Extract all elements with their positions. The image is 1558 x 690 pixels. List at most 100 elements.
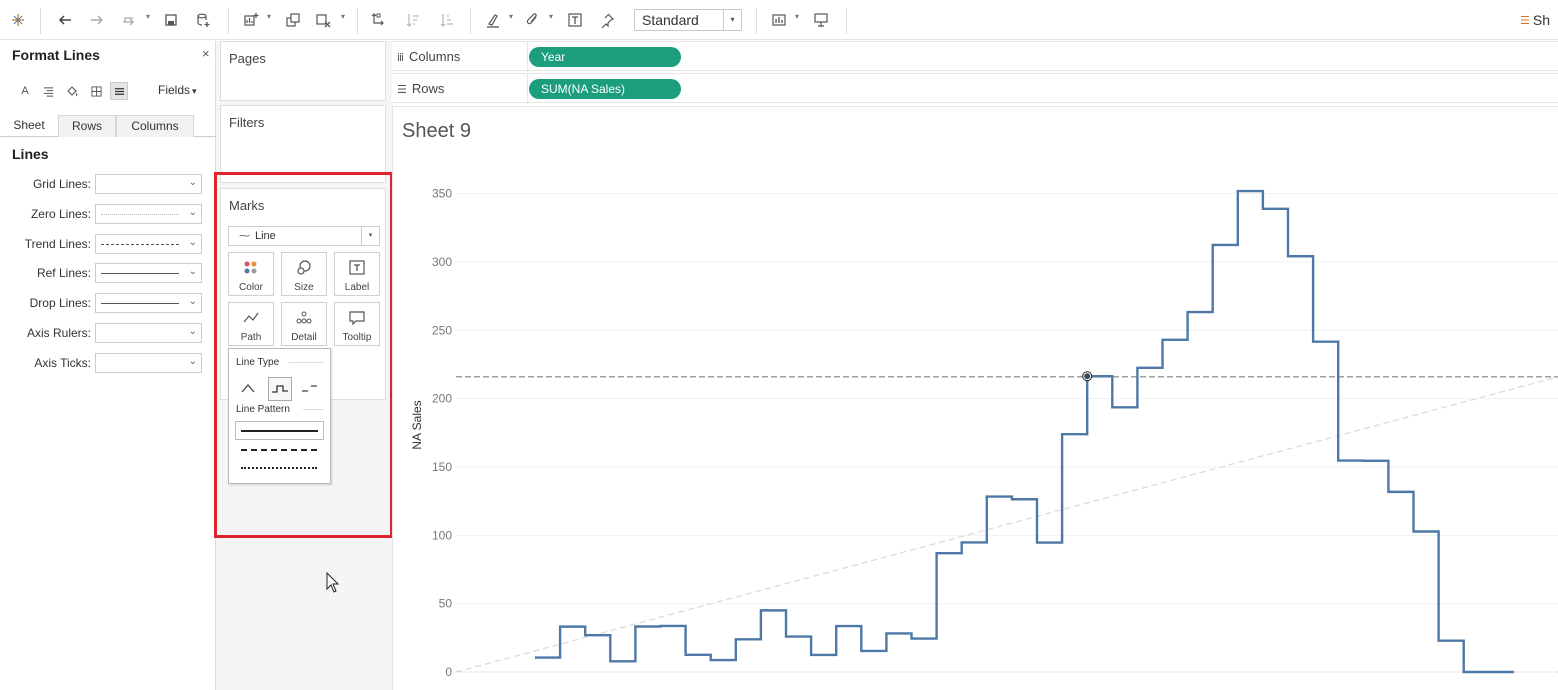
label-icon	[335, 259, 379, 277]
size-button[interactable]: Size	[281, 252, 327, 296]
new-worksheet-dropdown-icon[interactable]: ▾	[267, 12, 272, 21]
tooltip-icon	[335, 309, 379, 327]
fit-standard-dropdown[interactable]: Standard ▾	[634, 9, 742, 31]
show-cards-dropdown-icon[interactable]: ▾	[795, 12, 800, 21]
tab-rows[interactable]: Rows	[58, 115, 116, 137]
format-font-icon[interactable]: A	[21, 85, 29, 97]
chevron-down-icon: ⌄	[188, 266, 197, 278]
mouse-cursor-icon	[326, 571, 340, 597]
y-tick-label: 50	[439, 597, 453, 611]
line-setting-dropdown[interactable]: ⌄	[95, 174, 202, 194]
replay-dropdown-icon[interactable]: ▾	[146, 12, 151, 21]
line-setting-dropdown[interactable]: ⌄	[95, 233, 202, 254]
format-alignment-icon[interactable]	[39, 82, 57, 100]
replay-icon[interactable]	[118, 9, 140, 31]
line-pattern-dotted-option[interactable]	[241, 467, 317, 469]
group-dropdown-icon[interactable]: ▾	[549, 12, 554, 21]
y-axis-label: NA Sales	[410, 400, 424, 449]
color-button[interactable]: Color	[228, 252, 274, 296]
line-pattern-dashed-option[interactable]	[241, 449, 317, 451]
line-setting-dropdown[interactable]: ⌄	[95, 323, 202, 343]
rows-shelf[interactable]: ☰ Rows SUM(NA Sales)	[392, 73, 1558, 104]
chevron-down-icon: ⌄	[188, 206, 197, 218]
rows-shelf-label: ☰ Rows	[397, 81, 444, 96]
y-tick-label: 250	[432, 323, 452, 337]
format-shading-icon[interactable]	[63, 82, 81, 100]
na-sales-series-line[interactable]	[535, 189, 1514, 674]
line-type-normal-icon[interactable]	[238, 379, 260, 399]
path-button[interactable]: Path	[228, 302, 274, 346]
group-members-icon[interactable]	[522, 9, 544, 31]
rows-icon: ☰	[397, 84, 407, 96]
share-button[interactable]: ☰ Sh	[1520, 9, 1558, 31]
tableau-logo-icon[interactable]	[8, 9, 28, 31]
format-pane-title: Format Lines	[12, 47, 100, 63]
chevron-down-icon: ⌄	[188, 355, 197, 367]
filters-card[interactable]: Filters	[220, 105, 386, 183]
chevron-down-icon: ▾	[723, 10, 741, 30]
clear-sheet-icon[interactable]	[312, 9, 334, 31]
save-icon[interactable]	[160, 9, 182, 31]
line-setting-label: Trend Lines:	[24, 236, 91, 251]
new-worksheet-icon[interactable]	[240, 9, 262, 31]
line-pattern-preview	[101, 213, 179, 215]
label-button[interactable]: Label	[334, 252, 380, 296]
new-data-source-icon[interactable]	[192, 9, 214, 31]
highlight-icon[interactable]	[482, 9, 504, 31]
line-setting-label: Ref Lines:	[36, 266, 91, 281]
mark-type-dropdown[interactable]: ⁓ Line ▾	[228, 226, 380, 246]
line-pattern-preview	[101, 273, 179, 275]
close-icon[interactable]: ×	[202, 46, 210, 61]
line-type-jump-icon[interactable]	[299, 379, 321, 399]
label-label: Label	[344, 282, 370, 293]
fix-axes-pin-icon[interactable]	[596, 9, 618, 31]
line-pattern-solid-option[interactable]	[235, 421, 324, 440]
sheet-title: Sheet 9	[402, 120, 471, 142]
fields-dropdown[interactable]: Fields ▾	[158, 83, 197, 97]
y-tick-label: 300	[432, 255, 452, 269]
clear-sheet-dropdown-icon[interactable]: ▾	[341, 12, 346, 21]
chevron-down-icon: ⌄	[188, 236, 197, 248]
tooltip-button[interactable]: Tooltip	[334, 302, 380, 346]
pages-card[interactable]: Pages	[220, 41, 386, 101]
trend-line[interactable]	[455, 376, 1558, 673]
duplicate-sheet-icon[interactable]	[282, 9, 304, 31]
columns-shelf[interactable]: ⅲ Columns Year	[392, 41, 1558, 72]
line-type-step-icon[interactable]	[268, 377, 292, 401]
tab-sheet[interactable]: Sheet	[13, 118, 45, 132]
columns-icon: ⅲ	[397, 52, 405, 64]
detail-button[interactable]: Detail	[281, 302, 327, 346]
presentation-mode-icon[interactable]	[810, 9, 832, 31]
highlight-dropdown-icon[interactable]: ▾	[509, 12, 514, 21]
step-line-chart[interactable]: 0 50 100 150 200 250 300 350 NA Sales	[393, 160, 1558, 690]
line-setting-dropdown[interactable]: ⌄	[95, 203, 202, 224]
na-sales-pill[interactable]: SUM(NA Sales)	[529, 79, 681, 99]
view-area	[392, 106, 1558, 690]
y-tick-label: 350	[432, 187, 452, 201]
size-label: Size	[294, 282, 314, 293]
redo-icon[interactable]	[86, 9, 108, 31]
color-icon	[229, 259, 273, 277]
undo-icon[interactable]	[54, 9, 76, 31]
sort-descending-icon[interactable]	[436, 9, 458, 31]
tab-columns[interactable]: Columns	[116, 115, 194, 137]
show-mark-labels-icon[interactable]	[564, 9, 586, 31]
share-label: Sh	[1532, 12, 1550, 28]
year-pill[interactable]: Year	[529, 47, 681, 67]
size-icon	[282, 259, 326, 277]
selected-point-outline	[1082, 371, 1093, 382]
line-setting-dropdown[interactable]: ⌄	[95, 352, 202, 373]
line-setting-dropdown[interactable]: ⌄	[95, 293, 202, 314]
sort-ascending-icon[interactable]	[402, 9, 424, 31]
tooltip-label: Tooltip	[342, 332, 372, 343]
selected-data-point[interactable]	[1083, 372, 1092, 381]
show-cards-icon[interactable]	[768, 9, 790, 31]
line-setting-label: Axis Rulers:	[26, 326, 91, 340]
format-lines-icon[interactable]	[110, 82, 128, 100]
chevron-down-icon: ⌄	[188, 326, 197, 337]
color-label: Color	[239, 282, 263, 293]
swap-rows-columns-icon[interactable]	[368, 9, 390, 31]
format-borders-icon[interactable]	[87, 82, 105, 100]
lines-section-heading: Lines	[12, 146, 49, 162]
line-setting-dropdown[interactable]: ⌄	[95, 263, 202, 284]
